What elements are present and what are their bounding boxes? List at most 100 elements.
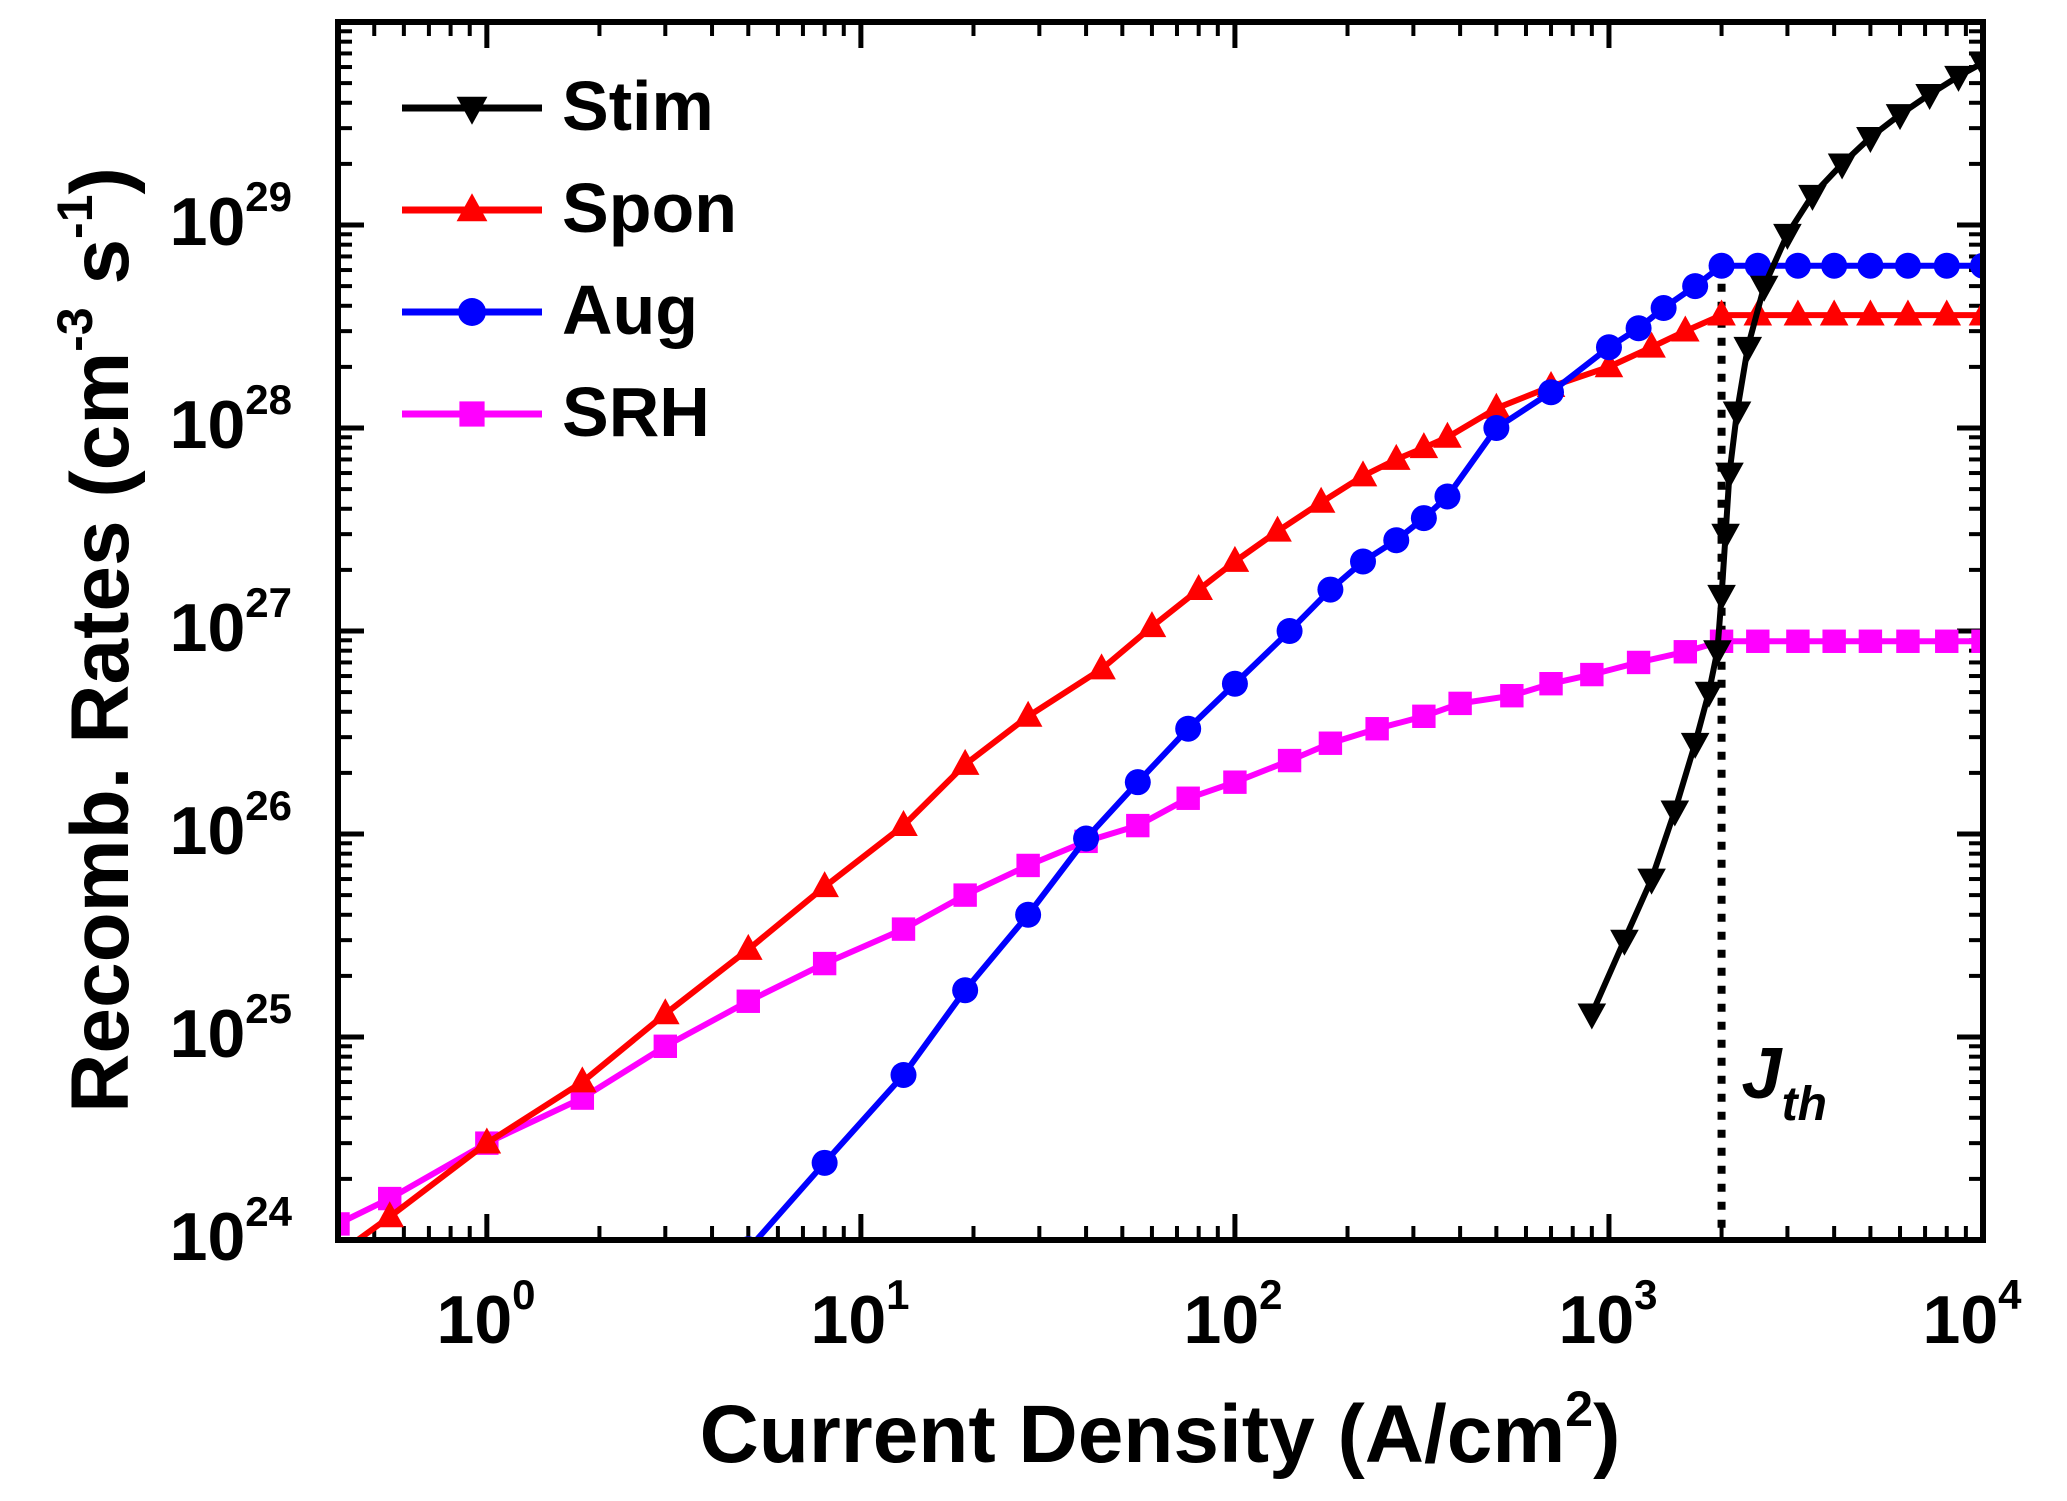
threshold-label: Jth	[1742, 1034, 1827, 1131]
data-point	[1819, 299, 1849, 326]
plot-frame	[335, 19, 1986, 1243]
data-point	[1682, 273, 1709, 300]
data-point	[1410, 505, 1437, 532]
data-point	[1711, 523, 1740, 550]
data-point	[891, 917, 916, 941]
data-point	[1409, 432, 1439, 459]
data-point	[1625, 315, 1652, 342]
x-tick-label: 101	[811, 1271, 910, 1358]
data-point	[1184, 573, 1213, 600]
data-point	[1124, 769, 1151, 796]
data-point	[1827, 153, 1857, 180]
data-point	[1856, 299, 1885, 326]
data-point	[1896, 629, 1920, 653]
data-point	[1673, 640, 1698, 664]
data-point	[1722, 401, 1752, 428]
x-tick-label: 100	[437, 1271, 536, 1358]
data-point	[1744, 252, 1771, 279]
data-point	[1221, 670, 1248, 697]
data-point	[1365, 717, 1389, 741]
data-point	[1894, 252, 1921, 279]
data-point	[1715, 462, 1744, 489]
data-point	[1858, 629, 1883, 653]
data-point	[1798, 184, 1827, 211]
legend-label: Stim	[562, 67, 714, 145]
data-point	[458, 298, 486, 326]
data-point	[1383, 527, 1410, 554]
y-tick-label: 1024	[170, 1188, 293, 1275]
y-axis-title: Recomb. Rates (cm-3 s-1)	[47, 167, 146, 1113]
data-point	[1595, 334, 1622, 361]
data-point	[1433, 421, 1462, 448]
data-point	[1412, 704, 1436, 729]
data-point	[1660, 800, 1690, 827]
data-point	[1175, 715, 1202, 742]
legend-label: Aug	[562, 271, 698, 349]
data-point	[1703, 640, 1732, 667]
data-point	[1577, 1003, 1607, 1030]
data-point	[1087, 653, 1116, 680]
data-point	[1482, 392, 1511, 419]
data-point	[1448, 691, 1472, 716]
data-point	[1680, 732, 1710, 759]
data-point	[1223, 770, 1247, 794]
x-tick-label: 104	[1923, 1271, 2023, 1358]
series-layer	[338, 52, 1983, 1240]
data-point	[1539, 672, 1563, 696]
data-point	[1915, 83, 1944, 110]
data-point	[811, 1149, 838, 1176]
legend-swatch-aug	[402, 298, 542, 326]
y-tick-label: 1029	[170, 173, 292, 260]
data-point	[1821, 252, 1848, 279]
y-tick-label: 1027	[170, 579, 292, 666]
data-point	[1650, 295, 1677, 322]
data-point	[378, 1186, 402, 1211]
data-point	[1971, 629, 1983, 653]
data-point	[568, 1066, 597, 1093]
data-point	[1263, 515, 1292, 542]
series-aug	[739, 252, 1983, 1240]
data-point	[653, 1034, 678, 1058]
data-point	[1935, 629, 1959, 653]
x-tick-label: 103	[1559, 1271, 1658, 1358]
data-point	[1857, 252, 1884, 279]
series-spon	[338, 299, 1983, 1240]
data-point	[338, 1212, 350, 1236]
data-point	[651, 998, 680, 1025]
data-point	[1073, 825, 1100, 852]
data-point	[1318, 731, 1343, 755]
data-point	[456, 96, 488, 125]
data-point	[952, 977, 979, 1004]
data-point	[1434, 483, 1461, 510]
data-point	[1784, 252, 1811, 279]
data-point	[1783, 299, 1813, 326]
data-point	[1306, 486, 1336, 513]
data-point	[1746, 629, 1770, 653]
data-point	[812, 951, 837, 976]
data-point	[1733, 336, 1763, 363]
data-point	[1016, 853, 1040, 878]
data-point	[1856, 127, 1885, 154]
data-point	[1968, 299, 1983, 326]
legend: Stim Spon Aug SRH	[402, 67, 737, 451]
data-point	[1348, 460, 1378, 487]
data-point	[1277, 748, 1302, 773]
y-tick-labels: 1024 1025 1026 1027 1028 1029	[170, 173, 293, 1275]
data-point	[1885, 104, 1915, 131]
data-point	[1500, 684, 1524, 708]
data-point	[1538, 379, 1565, 406]
data-point	[459, 401, 485, 427]
data-point	[456, 193, 488, 222]
data-point	[1580, 662, 1604, 687]
data-point	[1350, 548, 1377, 575]
data-point	[733, 933, 763, 960]
data-point	[1220, 545, 1250, 572]
data-point	[1707, 299, 1736, 326]
data-point	[736, 989, 760, 1013]
data-point	[1749, 275, 1779, 302]
data-point	[1594, 351, 1624, 378]
y-tick-label: 1025	[170, 985, 292, 1072]
data-point	[1626, 650, 1651, 675]
